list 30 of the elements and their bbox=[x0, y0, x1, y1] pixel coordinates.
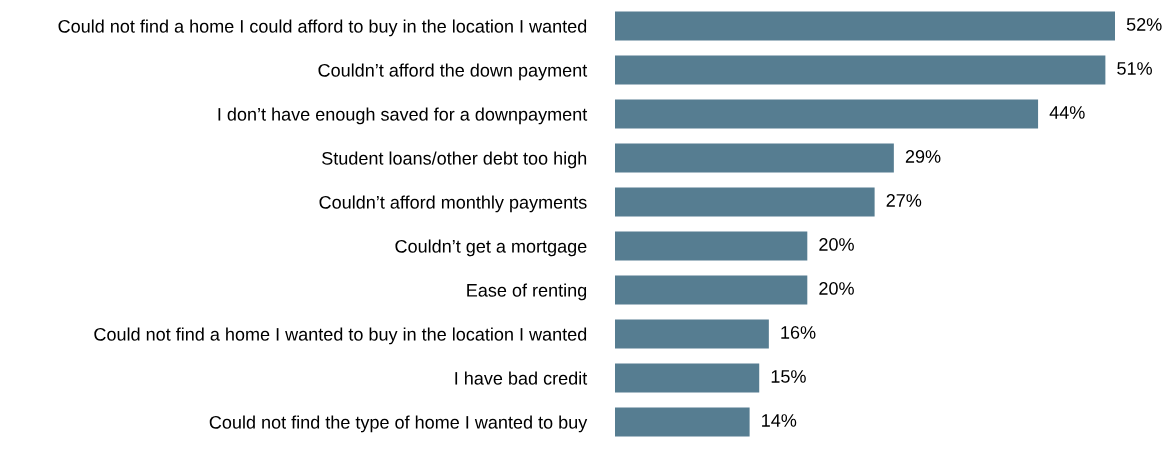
data-label: 44% bbox=[1049, 106, 1085, 119]
data-label: 27% bbox=[886, 194, 922, 207]
bar bbox=[615, 11, 1115, 41]
bar bbox=[615, 407, 750, 437]
bar bbox=[615, 187, 875, 217]
y-tick-label: Student loans/other debt too high bbox=[322, 151, 587, 169]
y-tick-label: I don’t have enough saved for a downpayment bbox=[218, 107, 588, 125]
y-tick-label: Could not find a home I wanted to buy in the location I wanted bbox=[94, 327, 587, 345]
data-label: 29% bbox=[905, 150, 941, 163]
data-label: 15% bbox=[771, 370, 806, 383]
data-label: 14% bbox=[762, 414, 797, 427]
y-tick-label: Could not find the type of home I wanted to buy bbox=[209, 415, 588, 433]
bar bbox=[615, 231, 808, 261]
data-label: 52% bbox=[1126, 18, 1162, 31]
data-label: 20% bbox=[819, 238, 854, 251]
bar bbox=[615, 275, 808, 305]
bar bbox=[615, 55, 1106, 85]
y-tick-label: Could not find a home I could afford to buy in the location I wanted bbox=[58, 19, 587, 37]
y-tick-label: Couldn’t afford monthly payments bbox=[319, 195, 587, 213]
bar bbox=[615, 99, 1039, 129]
y-tick-label: I have bad credit bbox=[455, 371, 588, 385]
y-tick-label: Couldn’t afford the down payment bbox=[318, 63, 588, 81]
bar bbox=[615, 143, 894, 173]
y-tick-label: Couldn’t get a mortgage bbox=[395, 239, 587, 257]
bar bbox=[615, 363, 760, 393]
y-tick-label: Ease of renting bbox=[467, 283, 587, 301]
data-label: 16% bbox=[781, 326, 816, 339]
bar bbox=[615, 319, 769, 349]
data-label: 20% bbox=[819, 282, 854, 295]
data-label: 51% bbox=[1117, 62, 1152, 75]
